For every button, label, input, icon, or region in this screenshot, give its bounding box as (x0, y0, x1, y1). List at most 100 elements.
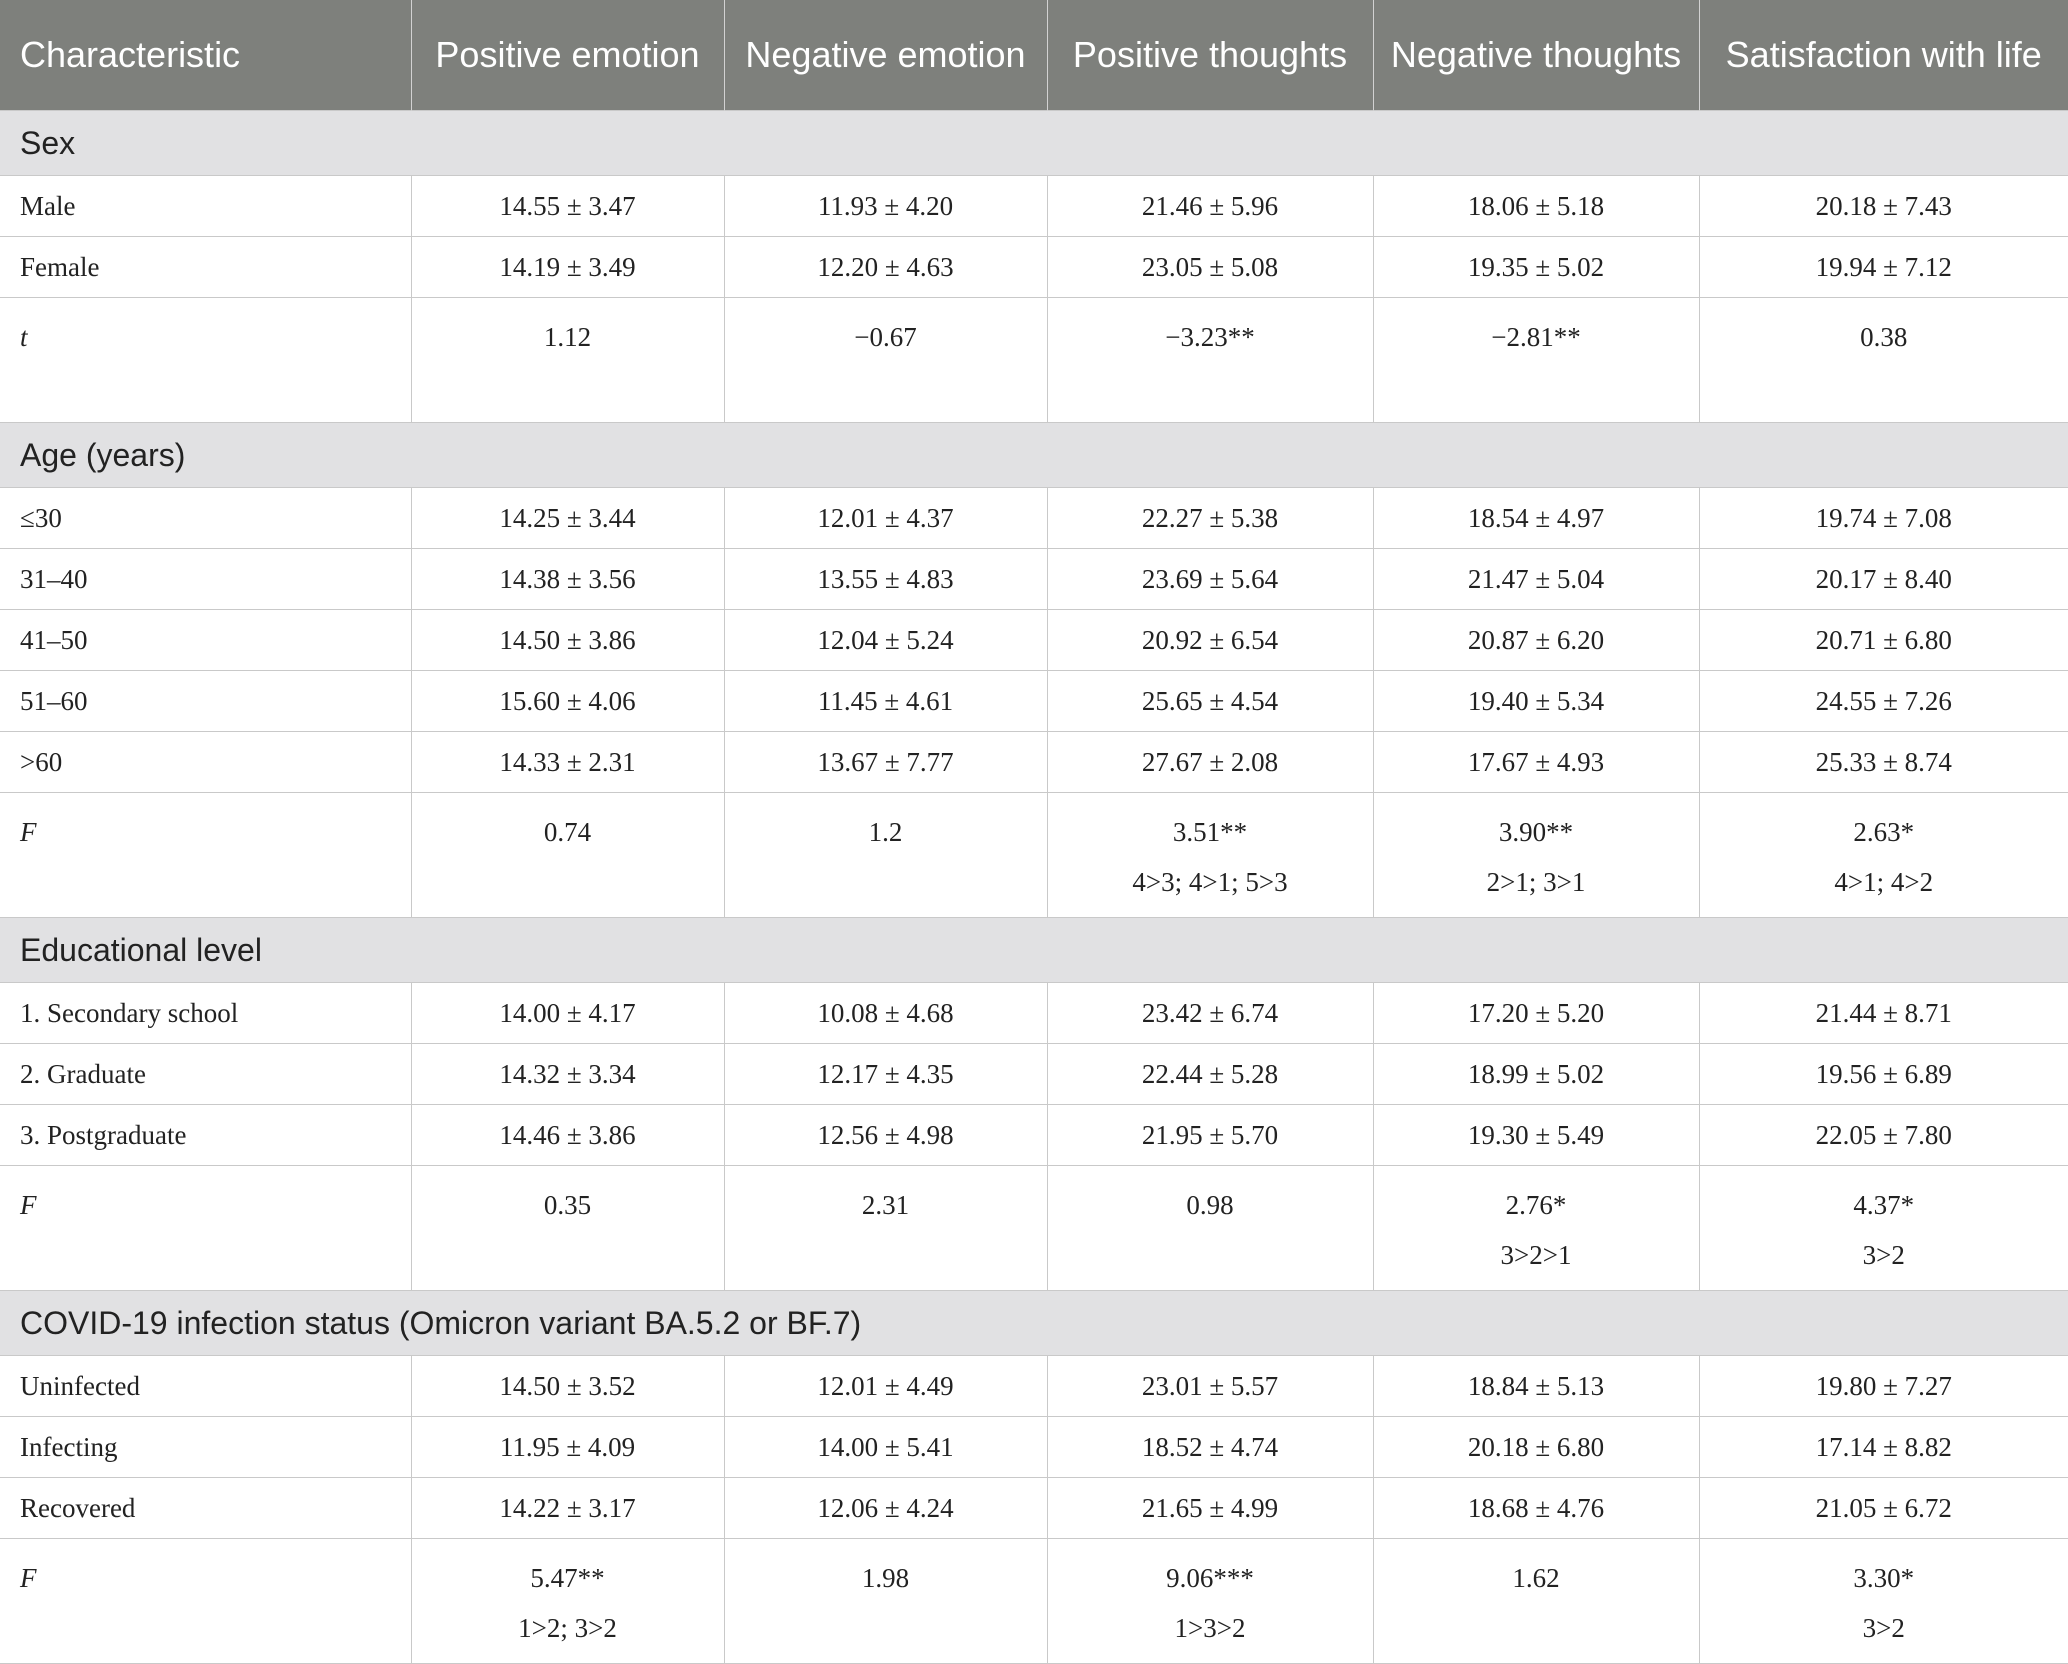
table-cell: 20.18 ± 7.43 (1698, 175, 2068, 237)
statistic-cell: 0.98 (1046, 1165, 1374, 1291)
table-cell: 22.27 ± 5.38 (1046, 487, 1374, 549)
section-header-row: Age (years) (0, 422, 2068, 488)
statistic-value: −2.81** (1491, 322, 1581, 352)
statistic-value: 3.51** (1172, 817, 1248, 847)
row-label: Infecting (0, 1416, 412, 1478)
section-title: COVID-19 infection status (Omicron varia… (0, 1290, 2068, 1356)
table-cell: 25.33 ± 8.74 (1698, 731, 2068, 793)
table-cell: 21.47 ± 5.04 (1372, 548, 1700, 610)
table-cell: 20.71 ± 6.80 (1698, 609, 2068, 671)
posthoc-comparison: 3>2>1 (1500, 1240, 1572, 1270)
statistic-cell: −2.81** (1372, 297, 1700, 423)
table-cell: 23.42 ± 6.74 (1046, 982, 1374, 1044)
table-cell: 14.50 ± 3.86 (410, 609, 725, 671)
statistic-cell: 0.35 (410, 1165, 725, 1291)
statistic-cell: 0.38 (1698, 297, 2068, 423)
table-cell: 14.25 ± 3.44 (410, 487, 725, 549)
header-row: Characteristic Positive emotion Negative… (0, 0, 2068, 111)
table-cell: 19.35 ± 5.02 (1372, 236, 1700, 298)
header-negative-emotion: Negative emotion (723, 0, 1047, 111)
table-cell: 14.22 ± 3.17 (410, 1477, 725, 1539)
statistic-value: 0.74 (543, 817, 592, 847)
section-title: Educational level (0, 917, 2068, 983)
table-cell: 12.04 ± 5.24 (723, 609, 1048, 671)
table-cell: 19.56 ± 6.89 (1698, 1043, 2068, 1105)
table-cell: 14.00 ± 5.41 (723, 1416, 1048, 1478)
statistic-cell: 2.76* 3>2>1 (1372, 1165, 1700, 1291)
row-label: 51–60 (0, 670, 412, 732)
table-cell: 27.67 ± 2.08 (1046, 731, 1374, 793)
statistic-value: 2.31 (861, 1190, 910, 1220)
posthoc-comparison: 3>2 (1862, 1240, 1905, 1270)
posthoc-comparison: 4>1; 4>2 (1834, 867, 1934, 897)
table-cell: 21.44 ± 8.71 (1698, 982, 2068, 1044)
table-row: Recovered 14.22 ± 3.17 12.06 ± 4.24 21.65 ±… (0, 1477, 2068, 1539)
row-label: Recovered (0, 1477, 412, 1539)
table-cell: 21.46 ± 5.96 (1046, 175, 1374, 237)
table-cell: 14.19 ± 3.49 (410, 236, 725, 298)
statistic-cell: 1.62 (1372, 1538, 1700, 1664)
statistic-value: 3.30* (1853, 1563, 1915, 1593)
table-cell: 19.80 ± 7.27 (1698, 1355, 2068, 1417)
table-cell: 12.17 ± 4.35 (723, 1043, 1048, 1105)
table-cell: 17.20 ± 5.20 (1372, 982, 1700, 1044)
table-cell: 19.40 ± 5.34 (1372, 670, 1700, 732)
table-cell: 14.46 ± 3.86 (410, 1104, 725, 1166)
table-cell: 14.55 ± 3.47 (410, 175, 725, 237)
posthoc-comparison: 2>1; 3>1 (1486, 867, 1586, 897)
table-cell: 15.60 ± 4.06 (410, 670, 725, 732)
statistic-cell: 4.37* 3>2 (1698, 1165, 2068, 1291)
table-cell: 12.01 ± 4.49 (723, 1355, 1048, 1417)
statistic-value: 5.47** (530, 1563, 605, 1593)
statistic-cell: 2.63* 4>1; 4>2 (1698, 792, 2068, 918)
table-row: Female 14.19 ± 3.49 12.20 ± 4.63 23.05 ± 5.… (0, 236, 2068, 298)
statistic-cell: 2.31 (723, 1165, 1048, 1291)
statistic-cell: 5.47** 1>2; 3>2 (410, 1538, 725, 1664)
table-cell: 18.68 ± 4.76 (1372, 1477, 1700, 1539)
statistic-cell: 1.2 (723, 792, 1048, 918)
statistic-label: t (0, 297, 412, 423)
row-label: 2. Graduate (0, 1043, 412, 1105)
table-cell: 21.05 ± 6.72 (1698, 1477, 2068, 1539)
table-cell: 20.18 ± 6.80 (1372, 1416, 1700, 1478)
table-cell: 18.06 ± 5.18 (1372, 175, 1700, 237)
table-cell: 14.38 ± 3.56 (410, 548, 725, 610)
statistic-cell: 9.06*** 1>3>2 (1046, 1538, 1374, 1664)
statistic-value: 4.37* (1853, 1190, 1915, 1220)
statistic-value: 0.98 (1186, 1190, 1234, 1220)
table-row: ≤30 14.25 ± 3.44 12.01 ± 4.37 22.27 ± 5.38 1… (0, 487, 2068, 549)
statistic-cell: 3.30* 3>2 (1698, 1538, 2068, 1664)
table-cell: 11.95 ± 4.09 (410, 1416, 725, 1478)
table-cell: 11.93 ± 4.20 (723, 175, 1048, 237)
statistic-label: F (0, 1165, 412, 1291)
table-row: 1. Secondary school 14.00 ± 4.17 10.08 ± 4… (0, 982, 2068, 1044)
table-cell: 14.50 ± 3.52 (410, 1355, 725, 1417)
statistic-value: 1.2 (868, 817, 903, 847)
table-cell: 23.05 ± 5.08 (1046, 236, 1374, 298)
table-cell: 23.69 ± 5.64 (1046, 548, 1374, 610)
table-cell: 19.94 ± 7.12 (1698, 236, 2068, 298)
table-cell: 18.99 ± 5.02 (1372, 1043, 1700, 1105)
table-row: Infecting 11.95 ± 4.09 14.00 ± 5.41 18.52 ±… (0, 1416, 2068, 1478)
statistic-cell: −3.23** (1046, 297, 1374, 423)
table-cell: 12.56 ± 4.98 (723, 1104, 1048, 1166)
table-cell: 13.55 ± 4.83 (723, 548, 1048, 610)
statistic-value: 9.06*** (1166, 1563, 1254, 1593)
table-cell: 22.44 ± 5.28 (1046, 1043, 1374, 1105)
table-cell: 19.30 ± 5.49 (1372, 1104, 1700, 1166)
table-row: 2. Graduate 14.32 ± 3.34 12.17 ± 4.35 22.44… (0, 1043, 2068, 1105)
table-row: Male 14.55 ± 3.47 11.93 ± 4.20 21.46 ± 5.96… (0, 175, 2068, 237)
table-cell: 14.33 ± 2.31 (410, 731, 725, 793)
table-cell: 11.45 ± 4.61 (723, 670, 1048, 732)
table-body: Sex Male 14.55 ± 3.47 11.93 ± 4.20 21.46 ± 5… (0, 110, 2068, 1664)
header-characteristic: Characteristic (0, 0, 411, 111)
table-row: 3. Postgraduate 14.46 ± 3.86 12.56 ± 4.98 2… (0, 1104, 2068, 1166)
table-row: 31–40 14.38 ± 3.56 13.55 ± 4.83 23.69 ± 5.6… (0, 548, 2068, 610)
table-header: Characteristic Positive emotion Negative… (0, 0, 2068, 111)
statistic-value: 0.38 (1860, 322, 1908, 352)
header-positive-thoughts: Positive thoughts (1046, 0, 1373, 111)
statistic-value: 0.35 (543, 1190, 592, 1220)
table-cell: 17.67 ± 4.93 (1372, 731, 1700, 793)
table-cell: 18.54 ± 4.97 (1372, 487, 1700, 549)
